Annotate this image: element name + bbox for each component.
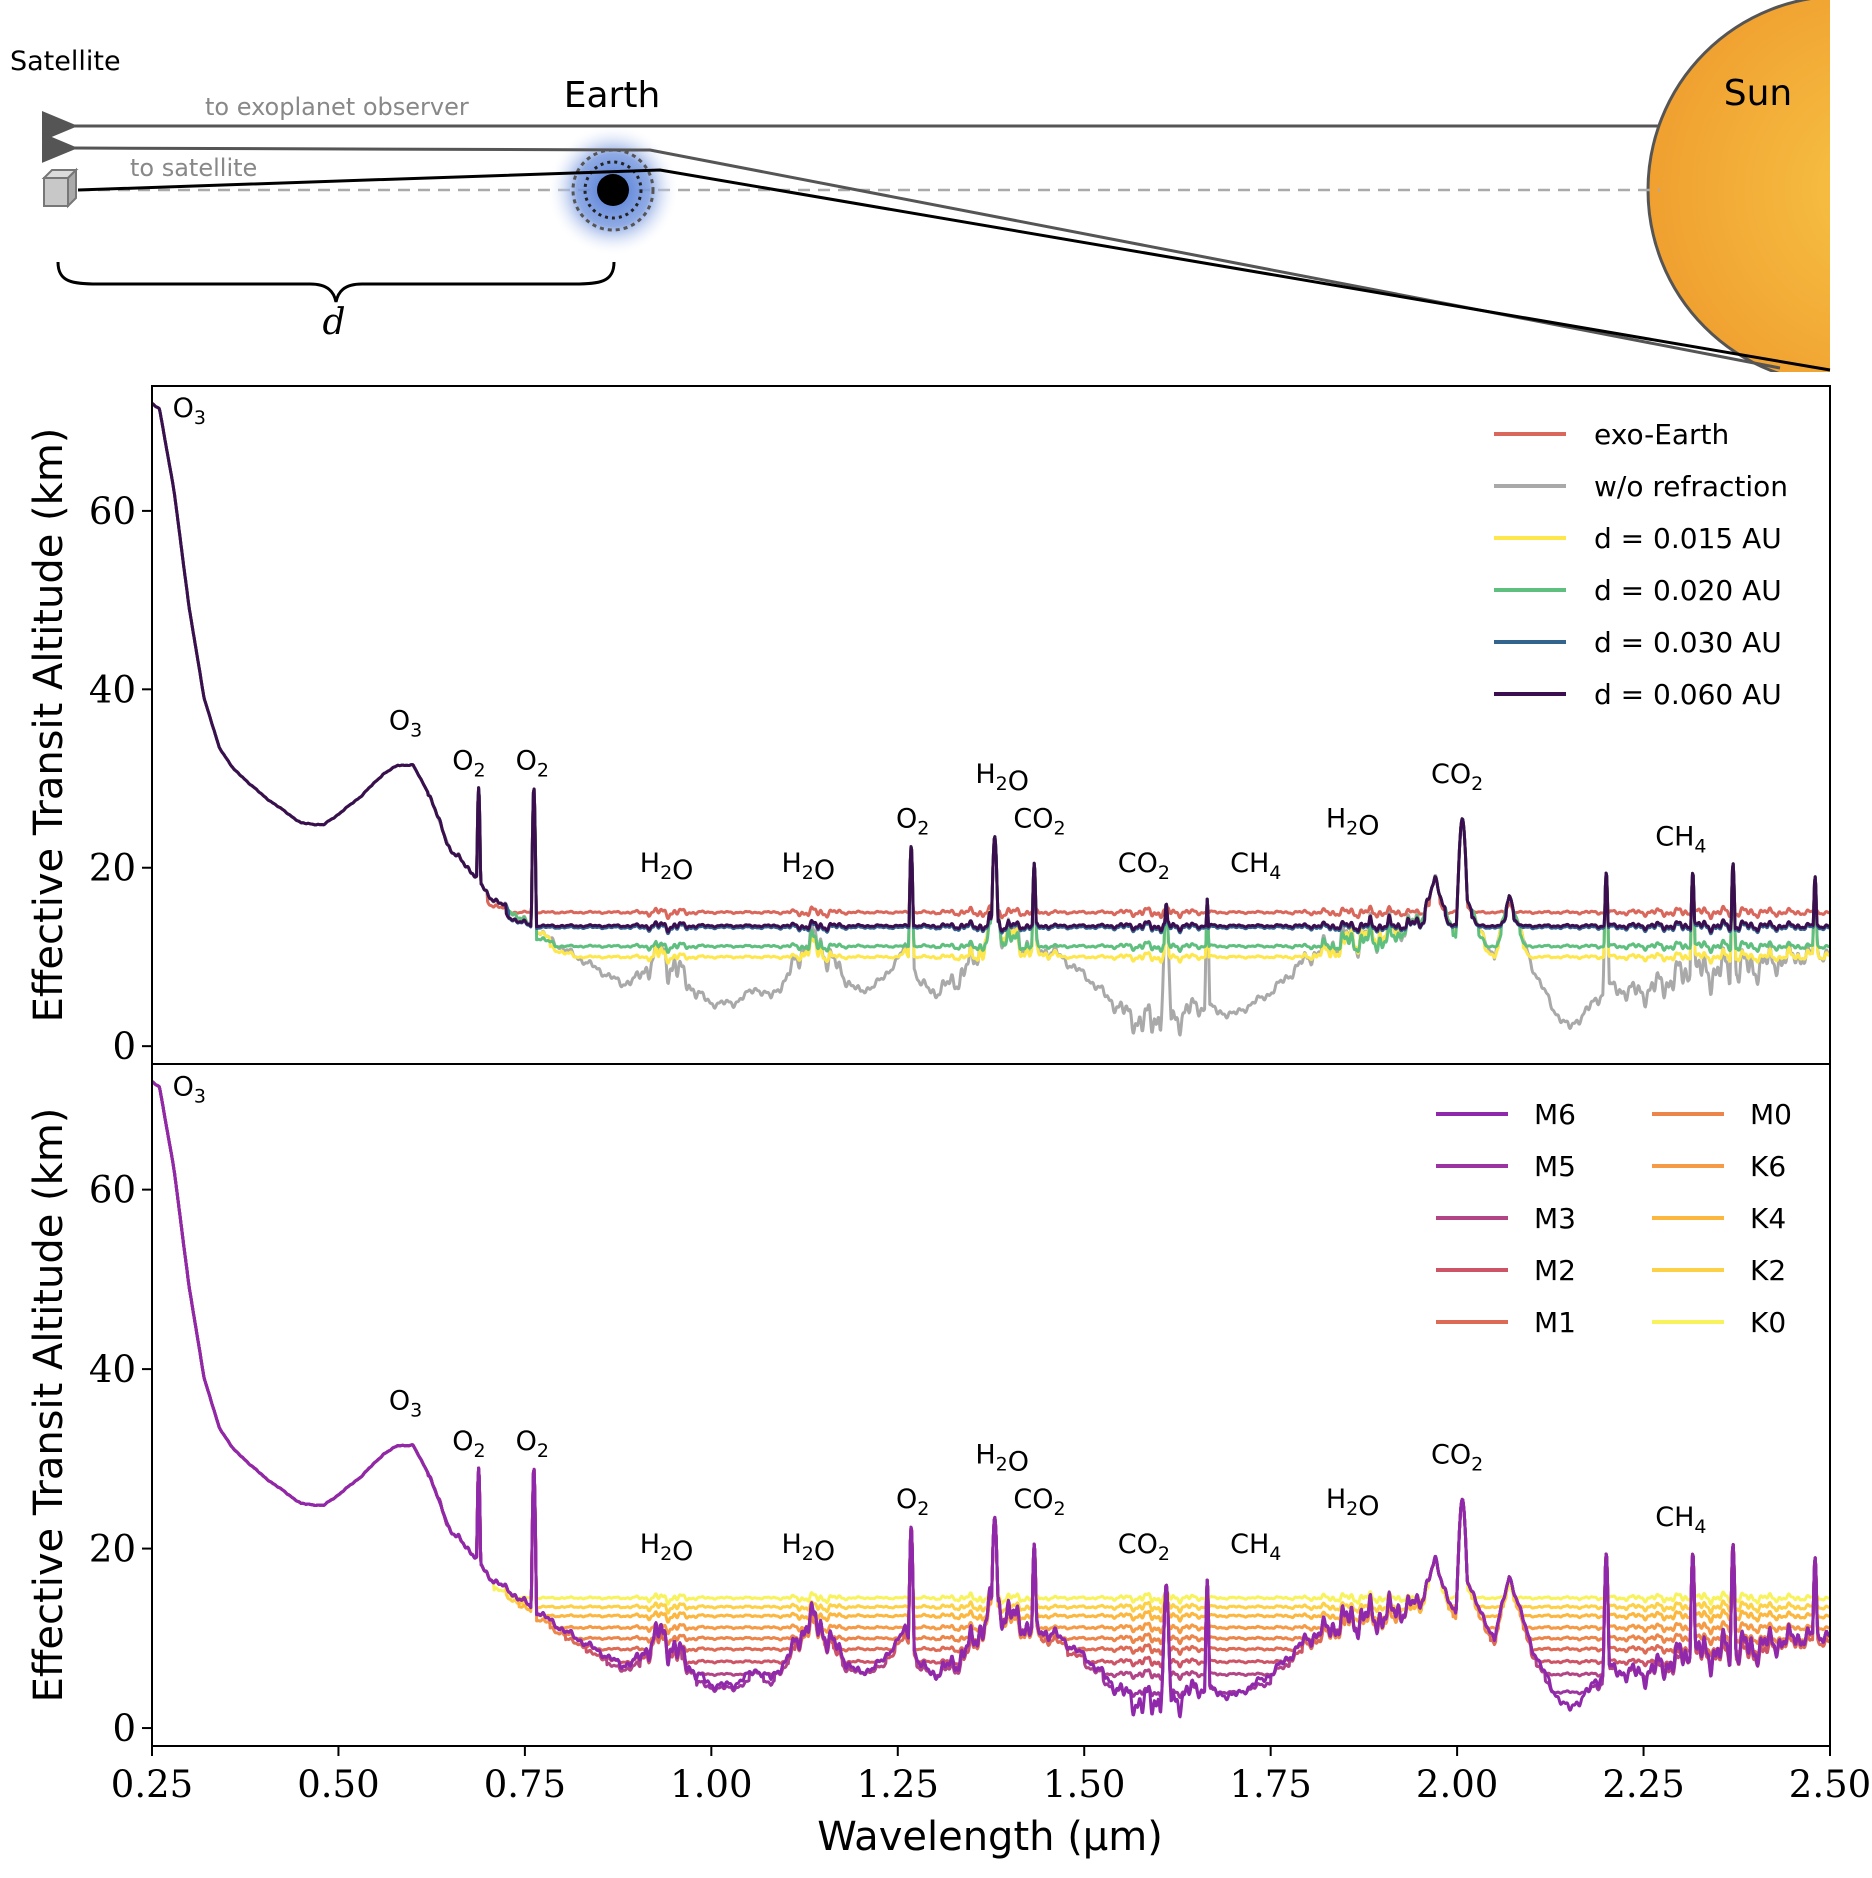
distance-brace <box>56 261 616 303</box>
bottom-panel-frame <box>151 1063 1831 1747</box>
top-legend: exo-Earth w/o refraction d = 0.015 AU d = 0… <box>1494 418 1788 711</box>
bottom-molecule-label: CO2 <box>1013 1484 1065 1520</box>
series-line-d-0-030-au <box>152 402 1830 936</box>
bottom-molecule-label: H2O <box>640 1529 694 1567</box>
bottom-molecule-label: O2 <box>452 1426 485 1462</box>
bottom-y-tick-label: 60 <box>89 1169 136 1212</box>
x-axis-title: Wavelength (μm) <box>817 1814 1163 1860</box>
legend-label: K0 <box>1750 1306 1786 1339</box>
bottom-molecule-label: CO2 <box>1431 1439 1483 1475</box>
legend-label: d = 0.060 AU <box>1594 678 1782 711</box>
bottom-molecule-label: H2O <box>781 1529 835 1567</box>
ray-gray-refracted <box>41 132 1781 370</box>
bottom-molecule-label: O3 <box>173 1071 206 1107</box>
legend-label: M5 <box>1534 1150 1576 1183</box>
series-line-exo-earth <box>152 402 1830 921</box>
legend-label: w/o refraction <box>1594 470 1788 503</box>
ray-to-satellite <box>77 168 1831 372</box>
sun-disk <box>1646 0 1830 372</box>
x-tick-label: 2.50 <box>1789 1763 1871 1806</box>
legend-label: M0 <box>1750 1098 1792 1131</box>
satellite-icon <box>41 167 79 209</box>
legend-label: M1 <box>1534 1306 1576 1339</box>
series-line-d-0-020-au <box>152 402 1830 954</box>
bottom-molecule-label: O2 <box>896 1484 929 1520</box>
top-molecule-label: H2O <box>640 848 694 886</box>
top-y-tick-label: 0 <box>112 1025 136 1068</box>
top-y-tick-label: 40 <box>89 668 136 711</box>
legend-label: M6 <box>1534 1098 1576 1131</box>
bottom-molecule-label: O2 <box>516 1426 549 1462</box>
bottom-molecule-label: CO2 <box>1118 1529 1170 1565</box>
bottom-molecule-label: CH4 <box>1230 1529 1281 1565</box>
series-line-d-0-015-au <box>152 402 1830 965</box>
legend-label: M3 <box>1534 1202 1576 1235</box>
bottom-molecule-label: H2O <box>975 1439 1029 1477</box>
top-y-tick-label: 60 <box>89 490 136 533</box>
ray-satellite-label: to satellite <box>130 154 257 182</box>
series-line-m6 <box>152 1080 1830 1719</box>
top-y-axis-title: Effective Transit Altitude (km) <box>26 428 72 1023</box>
series-line-d-0-060-au <box>152 402 1830 934</box>
legend-label: d = 0.015 AU <box>1594 522 1782 555</box>
bottom-panel: 0 20 40 60 0.25 0.50 0.75 1.00 1.25 1.50 1.75 2.00… <box>26 1063 1871 1860</box>
legend-label: K4 <box>1750 1202 1786 1235</box>
bottom-molecule-label: H2O <box>1326 1484 1380 1522</box>
bottom-y-axis-title: Effective Transit Altitude (km) <box>26 1108 72 1703</box>
series-line-k6 <box>152 1080 1830 1636</box>
bottom-legend: M6 M5 M3 M2 M1 M0 K6 K4 K2 K0 <box>1436 1098 1792 1339</box>
top-molecule-label: O2 <box>896 804 929 840</box>
geometry-diagram: Sun Earth to exoplanet observer to satel… <box>10 0 1831 372</box>
x-tick-label: 2.00 <box>1416 1763 1498 1806</box>
legend-label: M2 <box>1534 1254 1576 1287</box>
x-tick-label: 0.50 <box>297 1763 379 1806</box>
earth-outer-ring <box>571 148 655 232</box>
top-molecule-label: O2 <box>516 746 549 782</box>
top-molecule-label: CH4 <box>1230 848 1281 884</box>
x-tick-label: 1.50 <box>1043 1763 1125 1806</box>
top-molecule-label: H2O <box>781 848 835 886</box>
x-tick-label: 2.25 <box>1602 1763 1684 1806</box>
bottom-molecule-label: CH4 <box>1655 1502 1706 1538</box>
series-line-k2 <box>152 1080 1830 1615</box>
top-molecule-label: CO2 <box>1013 804 1065 840</box>
bottom-y-tick-label: 20 <box>89 1528 136 1571</box>
legend-label: K2 <box>1750 1254 1786 1287</box>
legend-label: d = 0.030 AU <box>1594 626 1782 659</box>
earth-label: Earth <box>564 75 661 116</box>
earth-disk <box>597 174 629 206</box>
legend-label: K6 <box>1750 1150 1786 1183</box>
sun-label: Sun <box>1724 73 1792 114</box>
ray-exoplanet-label: to exoplanet observer <box>205 93 469 121</box>
bottom-y-tick-label: 0 <box>112 1707 136 1750</box>
satellite-label: Satellite <box>10 46 121 77</box>
top-molecule-label: O3 <box>389 705 422 741</box>
bottom-molecule-label: O3 <box>389 1385 422 1421</box>
x-tick-label: 1.00 <box>670 1763 752 1806</box>
top-panel: 0 20 40 60 O3 O3 O2 O2 H2O H2O O2 H2O CO2 CO2 CH4 H2O C… <box>26 385 1831 1068</box>
bottom-y-tick-label: 40 <box>89 1348 136 1391</box>
top-y-tick-label: 20 <box>89 847 136 890</box>
distance-label: d <box>322 302 345 343</box>
x-tick-label: 1.25 <box>857 1763 939 1806</box>
earth-inner-ring <box>583 160 643 220</box>
x-tick-label: 0.75 <box>484 1763 566 1806</box>
top-molecule-label: H2O <box>1326 804 1380 842</box>
series-line-m0 <box>152 1080 1830 1647</box>
top-molecule-label: CO2 <box>1118 848 1170 884</box>
series-line-k4 <box>152 1080 1830 1624</box>
top-molecule-label: O2 <box>452 746 485 782</box>
legend-label: exo-Earth <box>1594 418 1729 451</box>
series-line-k0 <box>152 1080 1830 1606</box>
top-molecule-label: CH4 <box>1655 821 1706 857</box>
legend-label: d = 0.020 AU <box>1594 574 1782 607</box>
top-molecule-label: H2O <box>975 759 1029 797</box>
top-molecule-label: O3 <box>173 393 206 429</box>
top-molecule-label: CO2 <box>1431 759 1483 795</box>
x-tick-label: 0.25 <box>111 1763 193 1806</box>
x-tick-label: 1.75 <box>1229 1763 1311 1806</box>
